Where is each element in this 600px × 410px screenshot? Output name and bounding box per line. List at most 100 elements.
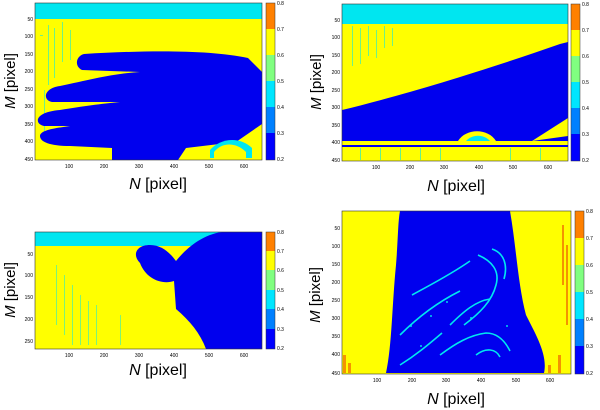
y-tick: 350 — [332, 334, 341, 340]
y-tick: 400 — [332, 140, 341, 146]
cb-tick-6: 0.2 — [277, 157, 284, 163]
y-tick: 50 — [334, 18, 340, 24]
y-tick: 350 — [25, 122, 34, 128]
x-tick: 300 — [135, 164, 144, 170]
colorbar — [265, 231, 276, 350]
heatmap-palm-lines: 0.8 0.7 0.6 0.5 0.4 0.3 0.2 100 200 300 … — [307, 209, 593, 408]
y-tick: 200 — [25, 69, 34, 75]
cb-tick-4: 0.4 — [582, 106, 589, 112]
x-tick: 100 — [373, 378, 382, 384]
y-axis-label: M [pixel] — [2, 53, 19, 109]
y-axis-label: M [pixel] — [2, 262, 19, 318]
cb-tick-1: 0.7 — [277, 249, 284, 255]
y-tick: 300 — [332, 105, 341, 111]
top-band — [342, 4, 568, 24]
x-tick: 400 — [170, 353, 179, 359]
colorbar-tick-labels: 0.8 0.7 0.6 0.5 0.4 0.3 0.2 — [586, 209, 593, 377]
x-axis-label: N [pixel] — [427, 178, 485, 195]
plot-frame — [34, 2, 263, 161]
colorbar — [570, 3, 581, 162]
yellow-notch — [214, 144, 246, 160]
x-tick: 100 — [65, 353, 74, 359]
plot-frame — [341, 3, 569, 162]
orange-edge-specks — [343, 225, 568, 373]
y-tick: 250 — [25, 87, 34, 93]
x-tick: 400 — [477, 378, 486, 384]
panel-diagonal-edge: 0.8 0.7 0.6 0.5 0.4 0.3 0.2 100 200 300 … — [300, 0, 600, 205]
palm-lines — [399, 248, 511, 366]
x-tick-labels: 100 200 300 400 500 600 — [65, 164, 249, 170]
y-tick: 200 — [332, 70, 341, 76]
y-tick: 250 — [332, 298, 341, 304]
cb-tick-2: 0.6 — [277, 53, 284, 59]
blue-scatter — [200, 235, 215, 242]
y-tick: 100 — [25, 273, 34, 279]
x-axis-label: N [pixel] — [129, 362, 187, 379]
heatmap-hand-fingers: 0.8 0.7 0.6 0.5 0.4 0.3 0.2 100 200 300 … — [2, 1, 284, 193]
cb-tick-1: 0.7 — [277, 27, 284, 33]
x-tick: 500 — [205, 353, 214, 359]
y-tick-labels: 50 100 150 200 250 300 350 400 450 — [332, 226, 341, 377]
colorbar — [265, 2, 276, 161]
image-area — [35, 232, 262, 349]
bottom-specks — [360, 148, 541, 160]
y-tick: 400 — [332, 352, 341, 358]
heatmap-hand-thumb: 0.8 0.7 0.6 0.5 0.4 0.3 0.2 100 200 300 … — [2, 230, 284, 379]
y-tick: 450 — [332, 371, 341, 377]
cb-tick-3: 0.5 — [277, 79, 284, 85]
y-tick: 300 — [332, 316, 341, 322]
x-tick: 200 — [100, 353, 109, 359]
x-tick-labels: 100 200 300 400 500 600 — [372, 165, 553, 171]
cb-tick-2: 0.6 — [586, 263, 593, 269]
cb-tick-2: 0.6 — [277, 268, 284, 274]
y-tick: 200 — [332, 280, 341, 286]
colorbar-tick-labels: 0.8 0.7 0.6 0.5 0.4 0.3 0.2 — [582, 2, 589, 164]
x-tick: 600 — [544, 165, 553, 171]
y-tick: 250 — [332, 88, 341, 94]
colorbar — [574, 210, 585, 375]
colorbar-tick-labels: 0.8 0.7 0.6 0.5 0.4 0.3 0.2 — [277, 1, 284, 163]
y-tick: 100 — [25, 34, 34, 40]
hand-shape — [386, 211, 545, 373]
cb-tick-0: 0.8 — [586, 209, 593, 215]
y-axis-label: M [pixel] — [308, 54, 325, 110]
y-tick: 150 — [332, 262, 341, 268]
noise-specks — [352, 26, 393, 66]
panel-palm-lines: 0.8 0.7 0.6 0.5 0.4 0.3 0.2 100 200 300 … — [300, 205, 600, 410]
plot-frame — [34, 231, 263, 350]
plot-frame — [341, 210, 572, 375]
x-tick: 300 — [440, 165, 449, 171]
noise-specks — [56, 265, 121, 345]
cb-tick-1: 0.7 — [586, 236, 593, 242]
hand-shape — [135, 232, 262, 349]
x-axis-label: N [pixel] — [427, 391, 485, 408]
y-tick: 300 — [25, 104, 34, 110]
image-area — [342, 4, 568, 161]
y-tick-labels: 50 100 150 200 250 300 350 400 450 — [332, 18, 341, 164]
y-tick-labels: 50 100 150 200 250 — [25, 252, 34, 345]
x-tick: 600 — [240, 164, 249, 170]
cb-tick-4: 0.4 — [277, 307, 284, 313]
colorbar-tick-labels: 0.8 0.7 0.6 0.5 0.4 0.3 0.2 — [277, 230, 284, 352]
x-tick: 500 — [205, 164, 214, 170]
x-tick: 300 — [442, 378, 451, 384]
x-tick: 600 — [240, 353, 249, 359]
y-tick-labels: 50 100 150 200 250 300 350 400 450 — [25, 17, 34, 163]
cb-tick-6: 0.2 — [586, 371, 593, 377]
y-tick: 350 — [332, 123, 341, 129]
cb-tick-2: 0.6 — [582, 54, 589, 60]
y-tick: 50 — [27, 17, 33, 23]
heatmap-diagonal-edge: 0.8 0.7 0.6 0.5 0.4 0.3 0.2 100 200 300 … — [308, 2, 589, 195]
cb-tick-5: 0.3 — [586, 344, 593, 350]
y-tick: 100 — [332, 244, 341, 250]
diagonal-shape — [342, 42, 568, 141]
cb-tick-0: 0.8 — [582, 2, 589, 8]
x-tick: 400 — [170, 164, 179, 170]
y-tick: 50 — [334, 226, 340, 232]
y-tick: 400 — [25, 139, 34, 145]
x-tick: 500 — [509, 165, 518, 171]
image-area — [35, 3, 263, 160]
x-tick: 300 — [135, 353, 144, 359]
x-tick: 400 — [475, 165, 484, 171]
right-sliver — [532, 118, 568, 141]
